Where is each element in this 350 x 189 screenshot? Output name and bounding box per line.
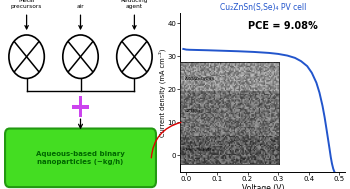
Text: Aqueous-based binary
nanoparticles (~kg/h): Aqueous-based binary nanoparticles (~kg/… <box>36 151 125 165</box>
Circle shape <box>63 35 98 78</box>
Text: Metal
precursors: Metal precursors <box>11 0 42 9</box>
Title: Cu₂ZnSn(S,Se)₄ PV cell: Cu₂ZnSn(S,Se)₄ PV cell <box>220 3 306 12</box>
Text: Reducing
agent: Reducing agent <box>121 0 148 9</box>
Bar <box>72 105 89 109</box>
Circle shape <box>9 35 44 78</box>
Bar <box>79 96 82 117</box>
X-axis label: Voltage (V): Voltage (V) <box>241 184 284 189</box>
Circle shape <box>117 35 152 78</box>
FancyBboxPatch shape <box>5 129 156 187</box>
Y-axis label: Current density (mA cm⁻²): Current density (mA cm⁻²) <box>158 48 166 137</box>
Text: PCE = 9.08%: PCE = 9.08% <box>248 21 317 31</box>
Text: air: air <box>77 4 84 9</box>
